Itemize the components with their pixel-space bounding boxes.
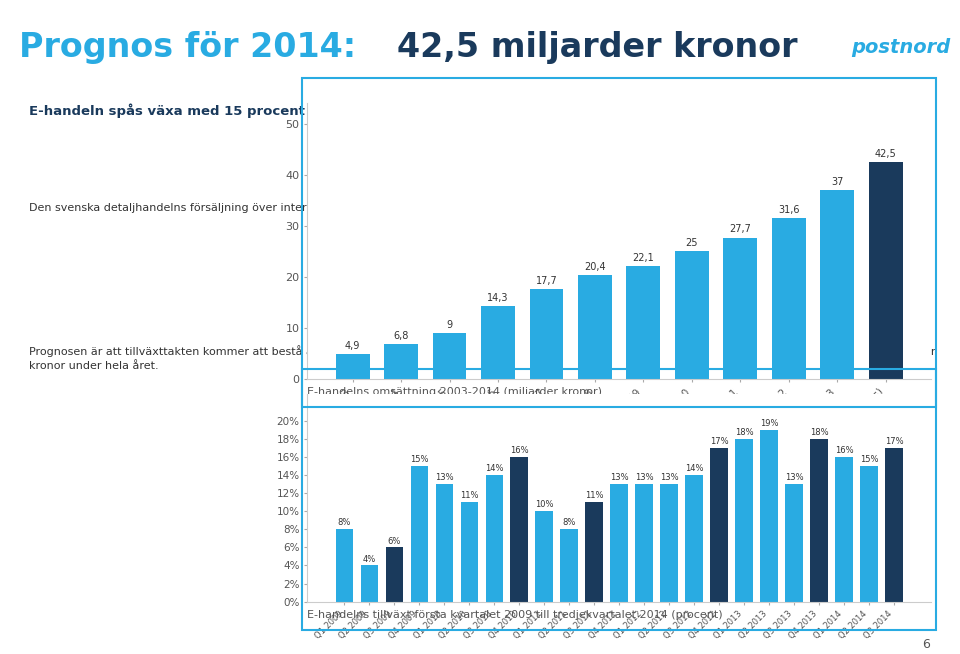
Bar — [785, 484, 803, 602]
Bar — [821, 190, 854, 379]
Text: Prognos för 2014:: Prognos för 2014: — [19, 31, 368, 64]
Text: 15%: 15% — [860, 455, 878, 464]
Text: Prognosen är att tillväxttakten kommer att bestå även under fjärde kvartalet, vi: Prognosen är att tillväxttakten kommer a… — [29, 345, 935, 371]
Text: 9: 9 — [446, 320, 452, 330]
Bar — [675, 251, 708, 379]
Bar — [627, 266, 660, 379]
Bar — [336, 529, 353, 602]
Text: 16%: 16% — [510, 446, 529, 455]
Text: 13%: 13% — [610, 473, 629, 482]
Bar — [411, 466, 428, 602]
Text: 42,5 miljarder kronor: 42,5 miljarder kronor — [397, 31, 798, 64]
Text: 13%: 13% — [660, 473, 679, 482]
Text: 4%: 4% — [363, 555, 376, 564]
Text: 19%: 19% — [760, 419, 779, 428]
Text: 17,7: 17,7 — [536, 275, 558, 286]
Bar — [461, 502, 478, 602]
Bar — [869, 162, 902, 379]
Bar — [735, 439, 753, 602]
Bar — [361, 566, 378, 602]
Bar — [536, 511, 553, 602]
Text: E-handelns omsättning 2003-2014 (miljarder kronor): E-handelns omsättning 2003-2014 (miljard… — [307, 387, 602, 398]
Bar — [481, 306, 515, 379]
Bar — [611, 484, 628, 602]
Text: 11%: 11% — [460, 491, 478, 500]
Text: 18%: 18% — [734, 428, 754, 437]
Text: postnord: postnord — [852, 38, 950, 57]
Bar — [336, 354, 370, 379]
Text: 25: 25 — [685, 238, 698, 249]
Text: 6: 6 — [923, 638, 930, 651]
Text: Den svenska detaljhandelns försäljning över internet ökade med 17 procent under : Den svenska detaljhandelns försäljning ö… — [29, 203, 811, 213]
Bar — [772, 218, 805, 379]
Bar — [436, 484, 453, 602]
Text: E-handeln spås växa med 15 procent: E-handeln spås växa med 15 procent — [29, 104, 304, 118]
Text: 42,5: 42,5 — [875, 149, 897, 159]
Bar — [710, 448, 728, 602]
Text: 13%: 13% — [635, 473, 654, 482]
Bar — [511, 457, 528, 602]
Bar — [860, 466, 877, 602]
Text: 11%: 11% — [585, 491, 604, 500]
Bar — [685, 475, 703, 602]
Text: 31,6: 31,6 — [779, 205, 800, 215]
Bar — [760, 430, 778, 602]
Text: 8%: 8% — [563, 519, 576, 528]
Bar — [885, 448, 902, 602]
Bar — [660, 484, 678, 602]
Text: 17%: 17% — [885, 437, 903, 446]
Text: 14%: 14% — [684, 464, 704, 473]
Text: 20,4: 20,4 — [584, 262, 606, 272]
Text: 14%: 14% — [485, 464, 503, 473]
Bar — [433, 333, 467, 379]
Text: E-handelns tillväxt första kvartalet 2009 till tredjekvartalet 2014 (procent): E-handelns tillväxt första kvartalet 200… — [307, 610, 723, 620]
Text: 17%: 17% — [709, 437, 729, 446]
Bar — [636, 484, 653, 602]
Text: 13%: 13% — [435, 473, 453, 482]
Bar — [384, 344, 418, 379]
Text: 18%: 18% — [810, 428, 828, 437]
Text: 16%: 16% — [835, 446, 853, 455]
Text: 27,7: 27,7 — [730, 224, 752, 235]
Text: 37: 37 — [831, 177, 844, 187]
Text: 6%: 6% — [388, 536, 401, 545]
Text: 15%: 15% — [410, 455, 428, 464]
Bar — [486, 475, 503, 602]
Text: 8%: 8% — [338, 519, 351, 528]
Text: 6,8: 6,8 — [394, 331, 409, 341]
Text: 22,1: 22,1 — [633, 253, 655, 263]
Text: 13%: 13% — [785, 473, 804, 482]
Bar — [561, 529, 578, 602]
Bar — [578, 275, 612, 379]
Text: 4,9: 4,9 — [345, 341, 360, 351]
Bar — [810, 439, 828, 602]
Bar — [835, 457, 852, 602]
Bar — [724, 237, 757, 379]
Bar — [386, 547, 403, 602]
Bar — [530, 288, 564, 379]
Bar — [586, 502, 603, 602]
Text: 10%: 10% — [535, 500, 554, 509]
Text: 14,3: 14,3 — [488, 293, 509, 303]
